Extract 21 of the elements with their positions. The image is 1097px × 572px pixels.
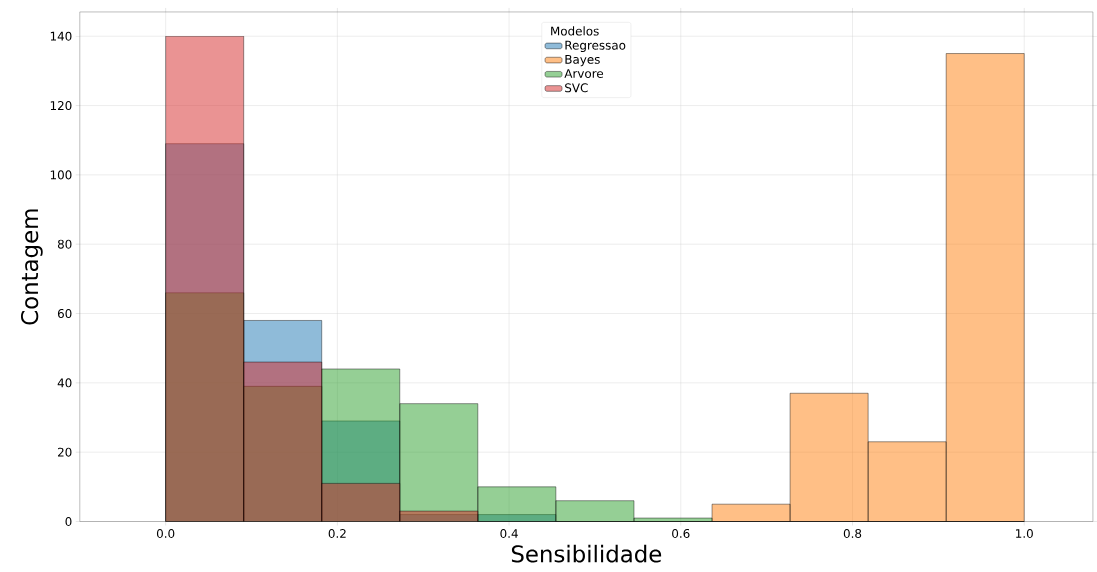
y-tick-label: 20 — [57, 447, 72, 457]
x-tick-label: 0.4 — [500, 528, 518, 538]
x-tick-label: 0.2 — [328, 528, 346, 538]
legend-label: Regressao — [565, 40, 626, 52]
legend-title: Modelos — [551, 26, 599, 36]
legend-label: Bayes — [565, 54, 600, 66]
legend-label: Arvore — [564, 68, 604, 78]
legend-label: SVC — [565, 83, 588, 93]
x-axis-title: Sensibilidade — [511, 544, 662, 563]
y-tick-label: 40 — [57, 378, 72, 388]
y-tick-label: 60 — [57, 308, 72, 318]
y-tick-label: 100 — [50, 170, 72, 180]
x-tick-label: 0.8 — [843, 528, 862, 538]
y-tick-label: 0 — [65, 516, 72, 526]
x-tick-label: 1.0 — [1016, 528, 1033, 538]
y-tick-label: 120 — [50, 100, 72, 110]
y-axis-title: Contagem — [20, 209, 43, 325]
y-tick-label: 140 — [50, 31, 72, 41]
x-tick-label: 0.6 — [672, 528, 690, 538]
y-tick-label: 80 — [57, 239, 72, 249]
x-tick-label: 0.0 — [156, 528, 175, 538]
